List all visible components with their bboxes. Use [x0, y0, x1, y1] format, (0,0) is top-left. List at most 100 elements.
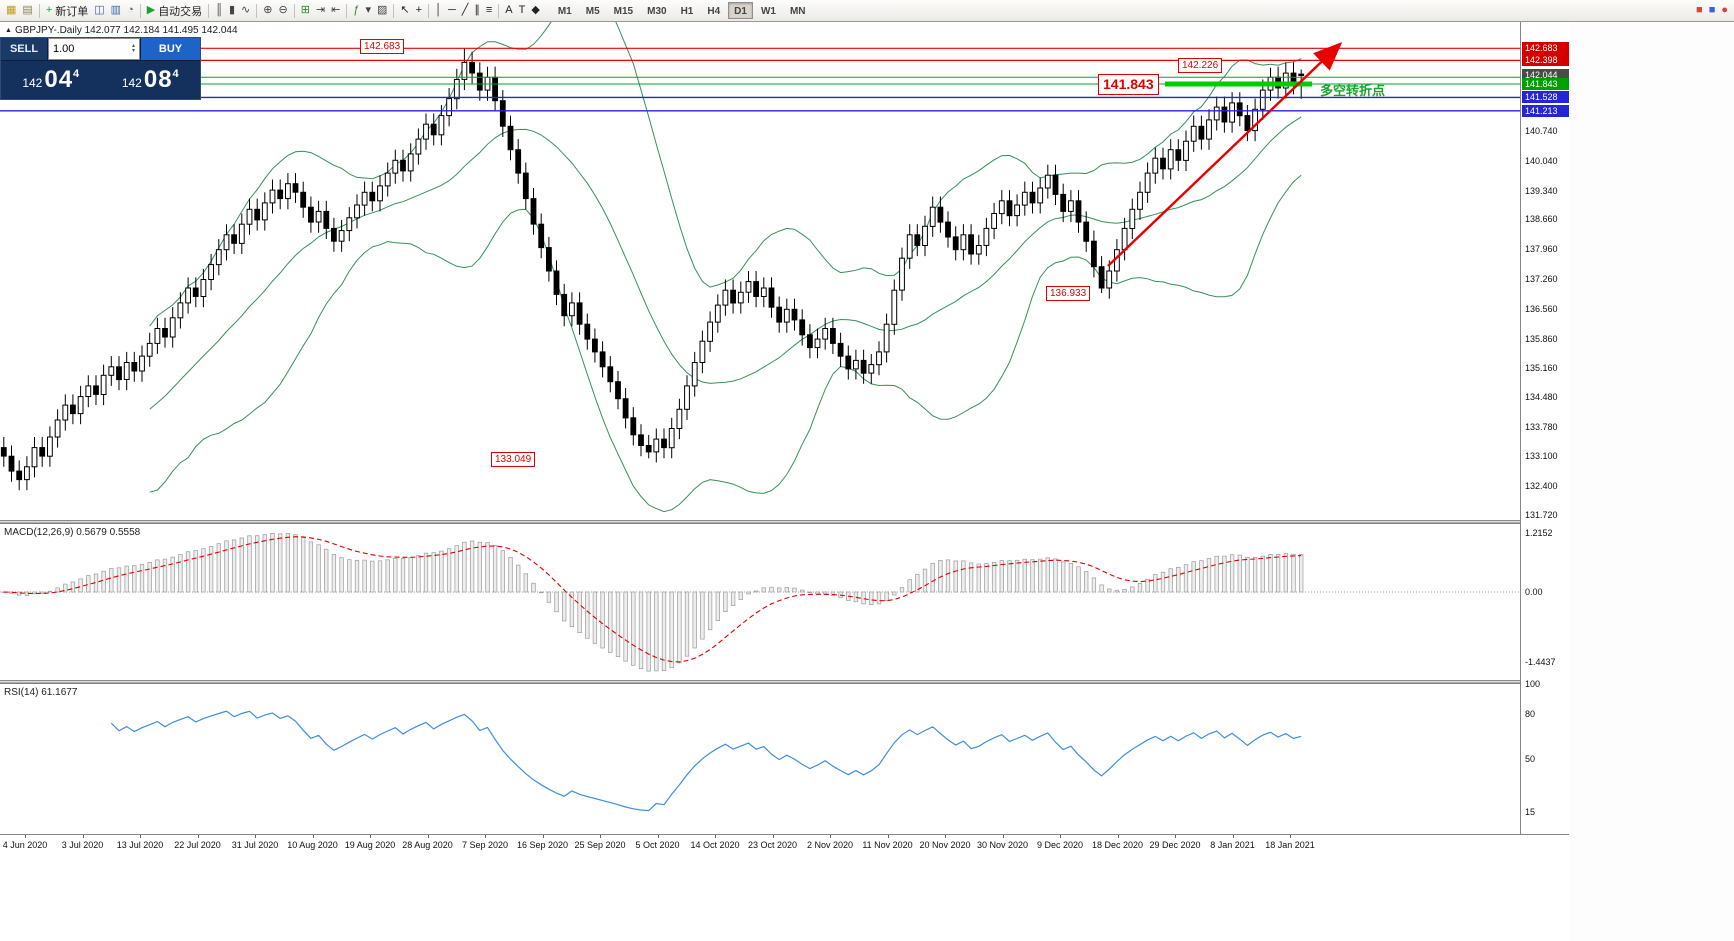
label-icon[interactable]: T	[516, 2, 529, 20]
toolbar-separator	[428, 3, 430, 18]
collapse-triangle-icon[interactable]: ▲	[5, 27, 12, 34]
date-axis-label: 18 Jan 2021	[1265, 840, 1315, 850]
ask-big: 08	[143, 66, 173, 93]
zoom-in-icon[interactable]: ⊕	[260, 2, 275, 20]
text-icon[interactable]: A	[502, 2, 515, 20]
ask-sup: 4	[172, 68, 179, 80]
autotrading-button[interactable]: ▶ 自动交易	[144, 2, 205, 20]
toolbar-separator	[256, 3, 258, 18]
trend-annotation[interactable]: 多空转折点	[1320, 83, 1386, 98]
indicators-icon[interactable]: ƒ	[350, 2, 362, 20]
date-axis-tick	[1175, 835, 1176, 838]
community-icon-glyph: ●	[1721, 4, 1728, 16]
toolbar-separator	[293, 3, 295, 18]
date-axis-tick	[600, 835, 601, 838]
community-icon[interactable]: ●	[1718, 2, 1731, 20]
cursor-icon[interactable]: ↖	[397, 2, 412, 20]
macd-title: MACD(12,26,9) 0.5679 0.5558	[4, 527, 141, 538]
panel-divider-rsi[interactable]	[0, 680, 1569, 684]
volume-input[interactable]: 1.00 ▴ ▾	[48, 38, 140, 60]
timeframe-m5[interactable]: M5	[585, 6, 600, 17]
timeframe-h4[interactable]: H4	[707, 6, 721, 17]
alerts-icon[interactable]: ■	[1693, 2, 1706, 20]
periods-dropdown[interactable]: ▾	[362, 2, 374, 20]
date-axis-tick	[657, 835, 659, 838]
spinner-up-icon[interactable]: ▴	[131, 43, 135, 49]
chart-shift-icon-glyph: ⇤	[331, 4, 341, 16]
horizontal-line-icon[interactable]: ─	[445, 2, 459, 20]
price-callout-133.049[interactable]: 133.049	[491, 452, 536, 467]
date-axis-tick	[542, 835, 544, 838]
timeframe-mn[interactable]: MN	[789, 6, 806, 17]
spinner-down-icon[interactable]: ▾	[131, 48, 135, 54]
timeframe-d1[interactable]: D1	[728, 2, 753, 19]
price-axis-label: 139.340	[1525, 186, 1558, 196]
data-window-icon-glyph: ▥	[110, 4, 122, 16]
volume-spinner[interactable]: ▴ ▾	[131, 43, 135, 54]
date-axis-label: 30 Nov 2020	[976, 840, 1029, 850]
profiles-icon-glyph: ▤	[22, 4, 33, 16]
mail-icon[interactable]: ■	[1706, 2, 1719, 20]
timeframe-m15[interactable]: M15	[613, 6, 634, 17]
date-axis-tick	[370, 835, 371, 838]
line-chart-icon[interactable]: ∿	[238, 2, 253, 20]
timeframe-w1[interactable]: W1	[760, 6, 776, 17]
price-axis-marker-141.843: 141.843	[1522, 78, 1569, 90]
macd-panel[interactable]	[0, 524, 1520, 680]
timeframe-m30[interactable]: M30	[647, 6, 667, 17]
panel-divider-macd[interactable]	[0, 520, 1569, 524]
price-axis[interactable]: 140.740 140.040 139.340 138.660 137.960 137.2…	[1520, 22, 1569, 834]
date-axis-label: 28 Aug 2020	[402, 840, 453, 850]
arrows-tool-icon[interactable]: ◆	[528, 2, 542, 20]
rsi-panel[interactable]	[0, 684, 1520, 834]
date-axis-tick	[1060, 835, 1061, 838]
price-callout-136.933[interactable]: 136.933	[1046, 286, 1091, 301]
mail-icon-glyph: ■	[1708, 4, 1716, 16]
price-axis-label: 133.100	[1525, 451, 1558, 461]
date-axis[interactable]: 4 Jun 2020 3 Jul 2020 13 Jul 2020 22 Jul 20…	[0, 834, 1569, 852]
new-order-button[interactable]: + 新订单	[43, 2, 91, 20]
market-watch-icon-glyph: ◫	[94, 4, 105, 16]
candlestick-chart-icon[interactable]: ▮	[226, 2, 238, 20]
date-axis-tick	[1290, 835, 1291, 838]
price-callout-142.226[interactable]: 142.226	[1178, 58, 1223, 73]
templates-icon[interactable]: ▨	[374, 2, 390, 20]
trendline-icon[interactable]: ╱	[459, 2, 472, 20]
price-axis-label: 138.660	[1525, 214, 1558, 224]
price-callout-142.683[interactable]: 142.683	[360, 39, 405, 54]
price-axis-label: 135.160	[1525, 363, 1558, 373]
chart-title: ▲ GBPJPY-.Daily 142.077 142.184 141.495 1…	[5, 25, 238, 36]
tile-windows-icon[interactable]: ⊞	[298, 2, 313, 20]
history-center-icon[interactable]: ◔	[124, 2, 137, 20]
zoom-out-icon[interactable]: ⊖	[275, 2, 290, 20]
channel-icon[interactable]: ∥	[471, 2, 483, 20]
new-chart-icon[interactable]: ▦	[3, 2, 19, 20]
date-axis-tick	[887, 835, 889, 838]
sell-button[interactable]: SELL	[1, 38, 48, 60]
buy-button[interactable]: BUY	[140, 38, 200, 60]
macd-axis-label: 0.00	[1525, 587, 1543, 597]
arrows-tool-icon-glyph: ◆	[531, 4, 540, 16]
price-axis-label: 135.860	[1525, 334, 1558, 344]
auto-scroll-icon[interactable]: ⇥	[313, 2, 328, 20]
timeframe-m1[interactable]: M1	[557, 6, 572, 17]
data-window-icon[interactable]: ▥	[108, 2, 124, 20]
line-chart-icon-glyph: ∿	[241, 4, 251, 16]
chart-shift-icon[interactable]: ⇤	[328, 2, 343, 20]
vertical-line-icon[interactable]: │	[432, 2, 445, 20]
crosshair-icon[interactable]: +	[413, 2, 425, 20]
main-chart[interactable]	[0, 22, 1520, 520]
date-axis-tick	[82, 835, 84, 838]
history-center-icon-glyph: ◔	[127, 4, 134, 16]
profiles-icon[interactable]: ▤	[19, 2, 35, 20]
timeframe-h1[interactable]: H1	[680, 6, 694, 17]
fibonacci-icon[interactable]: ≡	[483, 2, 495, 20]
date-axis-tick	[197, 835, 199, 838]
date-axis-label: 9 Dec 2020	[1036, 840, 1084, 850]
date-axis-label: 3 Jul 2020	[61, 840, 104, 850]
market-watch-icon[interactable]: ◫	[91, 2, 107, 20]
bid-prefix: 142	[22, 76, 43, 90]
bar-chart-icon[interactable]: ║	[212, 2, 226, 20]
price-callout-141.843[interactable]: 141.843	[1098, 74, 1159, 95]
date-axis-label: 13 Jul 2020	[116, 840, 164, 850]
